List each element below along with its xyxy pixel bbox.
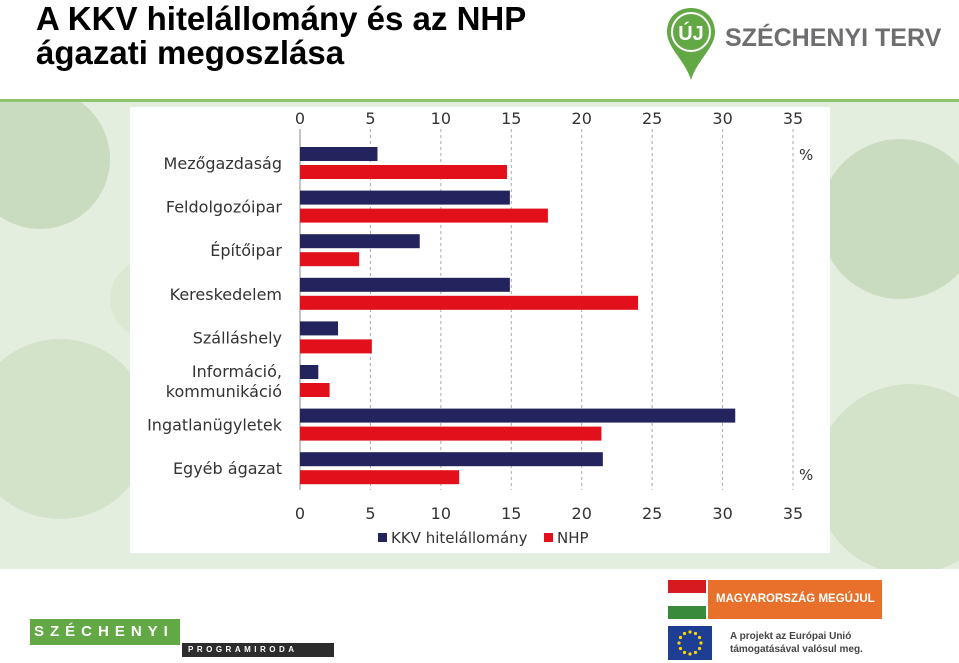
category-label: Szálláshely bbox=[193, 328, 282, 347]
chart-panel: 0 5 10 15 20 25 30 35 0 5 10 15 20 25 30 35 Mezőgazdas… bbox=[130, 107, 830, 553]
bar-nhp bbox=[300, 426, 602, 441]
x-ticks-top: 0 5 10 15 20 25 30 35 bbox=[295, 109, 803, 128]
bar-nhp bbox=[300, 383, 330, 397]
map-pin-icon: ÚJ bbox=[667, 8, 715, 80]
category-label: Kereskedelem bbox=[170, 285, 282, 304]
category-labels: Mezőgazdaság Feldolgozóipar Építőipar Keres… bbox=[147, 154, 283, 478]
bars bbox=[300, 147, 736, 485]
category-label: kommunikáció bbox=[166, 382, 282, 401]
eu-flag-icon bbox=[668, 626, 712, 660]
x-tick-label-top: 0 bbox=[295, 109, 305, 128]
bar-nhp bbox=[300, 252, 360, 267]
x-tick-label-top: 35 bbox=[783, 109, 803, 128]
bar-kkv bbox=[300, 277, 510, 292]
x-tick-label-bottom: 10 bbox=[431, 504, 451, 523]
legend-swatch bbox=[378, 533, 387, 542]
bar-nhp bbox=[300, 165, 508, 179]
szechenyi-programiroda-logo: SZÉCHENYI PROGRAMIRODA bbox=[30, 619, 334, 657]
category-label: Egyéb ágazat bbox=[173, 459, 282, 478]
divider-line bbox=[0, 99, 959, 102]
legend-label: NHP bbox=[557, 529, 589, 547]
x-tick-label-bottom: 5 bbox=[365, 504, 375, 523]
magyarorszag-megujul-banner: MAGYARORSZÁG MEGÚJUL bbox=[668, 580, 882, 619]
x-tick-label-bottom: 35 bbox=[783, 504, 803, 523]
banner-text: MAGYARORSZÁG MEGÚJUL bbox=[708, 580, 882, 619]
slide-title-line-2: ágazati megoszlása bbox=[36, 34, 345, 71]
programiroda-logo-text: PROGRAMIRODA bbox=[182, 643, 334, 657]
x-tick-label-bottom: 15 bbox=[501, 504, 521, 523]
category-label: Információ, bbox=[192, 362, 282, 381]
bar-kkv bbox=[300, 190, 510, 205]
category-label: Ingatlanügyletek bbox=[147, 416, 283, 435]
bar-kkv bbox=[300, 408, 736, 423]
slide-title-line-1: A KKV hitelállomány és az NHP bbox=[36, 0, 527, 37]
legend-swatch bbox=[544, 533, 553, 542]
eu-support-note: A projekt az Európai Unió támogatásával … bbox=[668, 626, 958, 662]
slide-title: A KKV hitelállomány és az NHP ágazati me… bbox=[36, 2, 526, 70]
x-tick-label-bottom: 30 bbox=[712, 504, 732, 523]
bar-kkv bbox=[300, 147, 378, 161]
eu-text: A projekt az Európai Unió támogatásával … bbox=[730, 630, 863, 656]
x-tick-label-top: 30 bbox=[712, 109, 732, 128]
x-tick-label-top: 5 bbox=[365, 109, 375, 128]
bar-kkv bbox=[300, 452, 603, 467]
szechenyi-logo-text: SZÉCHENYI bbox=[30, 619, 180, 645]
category-label: Építőipar bbox=[210, 241, 282, 260]
hungarian-flag-icon bbox=[668, 580, 706, 619]
bar-nhp bbox=[300, 470, 460, 485]
bar-nhp bbox=[300, 339, 372, 354]
eu-text-line-2: támogatásával valósul meg. bbox=[730, 644, 863, 655]
bar-kkv bbox=[300, 234, 420, 249]
logo-top-text: SZÉCHENYI TERV bbox=[725, 24, 942, 52]
bar-nhp bbox=[300, 208, 548, 223]
x-tick-label-top: 20 bbox=[572, 109, 592, 128]
x-tick-label-bottom: 0 bbox=[295, 504, 305, 523]
legend-label: KKV hitelállomány bbox=[391, 529, 528, 547]
pin-label: ÚJ bbox=[678, 21, 704, 45]
x-ticks-bottom: 0 5 10 15 20 25 30 35 bbox=[295, 504, 803, 523]
legend: KKV hitelállomány NHP bbox=[378, 529, 589, 547]
category-label: Mezőgazdaság bbox=[164, 154, 282, 173]
bar-chart: 0 5 10 15 20 25 30 35 0 5 10 15 20 25 30 35 Mezőgazdas… bbox=[147, 109, 813, 547]
bar-kkv bbox=[300, 321, 339, 336]
eu-text-line-1: A projekt az Európai Unió bbox=[730, 631, 852, 642]
unit-label-bottom: % bbox=[799, 466, 813, 484]
unit-label-top: % bbox=[799, 146, 813, 164]
x-tick-label-top: 25 bbox=[642, 109, 662, 128]
x-tick-label-top: 10 bbox=[431, 109, 451, 128]
x-tick-label-bottom: 25 bbox=[642, 504, 662, 523]
bar-nhp bbox=[300, 295, 639, 310]
szechenyi-terv-logo: ÚJ SZÉCHENYI TERV bbox=[665, 6, 941, 86]
category-label: Feldolgozóipar bbox=[166, 198, 283, 217]
x-tick-label-bottom: 20 bbox=[572, 504, 592, 523]
bar-kkv bbox=[300, 365, 319, 379]
x-tick-label-top: 15 bbox=[501, 109, 521, 128]
